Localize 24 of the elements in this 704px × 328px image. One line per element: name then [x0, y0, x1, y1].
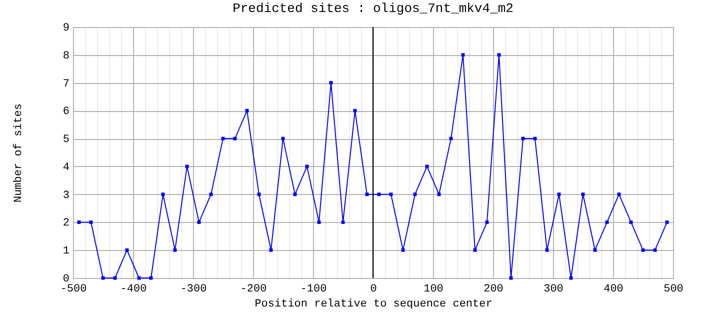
x-tick-label: 0: [370, 284, 377, 296]
y-tick-label: 8: [62, 50, 70, 62]
x-axis-title: Position relative to sequence center: [254, 298, 492, 310]
y-tick-label: 1: [62, 246, 70, 258]
x-tick-label: 500: [664, 284, 684, 296]
x-tick-label: 300: [544, 284, 564, 296]
chart-title: Predicted sites : oligos_7nt_mkv4_m2: [232, 1, 514, 16]
y-tick-label: 0: [62, 274, 70, 286]
y-tick-label: 3: [62, 190, 70, 202]
x-tick-label: 200: [484, 284, 504, 296]
x-tick-label: 100: [424, 284, 444, 296]
y-axis-title: Number of sites: [12, 103, 25, 203]
x-tick-label: 400: [604, 284, 624, 296]
y-tick-label: 6: [62, 106, 70, 118]
y-tick-label: 9: [62, 22, 70, 34]
y-tick-label: 4: [62, 162, 70, 174]
x-tick-label: -100: [300, 284, 327, 296]
x-tick-label: -400: [120, 284, 147, 296]
y-tick-label: 5: [62, 134, 70, 146]
x-tick-label: -200: [240, 284, 267, 296]
x-tick-label: -300: [180, 284, 207, 296]
y-tick-label: 2: [62, 218, 70, 230]
x-tick-label: -500: [60, 284, 87, 296]
y-tick-label: 7: [62, 78, 70, 90]
